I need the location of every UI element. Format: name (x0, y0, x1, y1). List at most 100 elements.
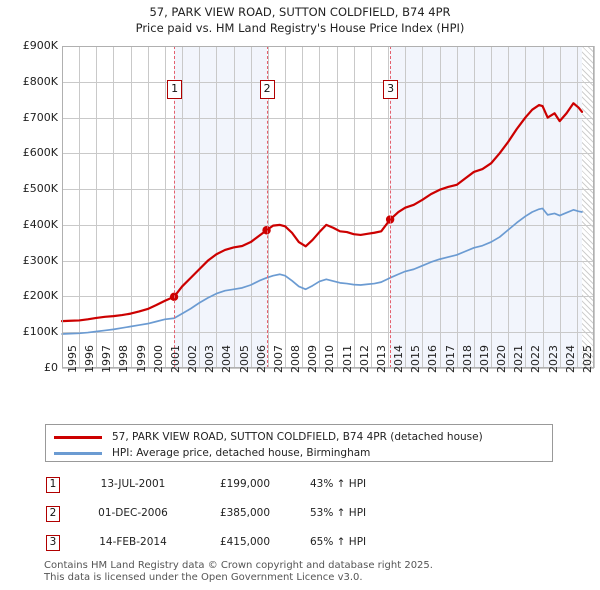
grid-line-vertical (250, 46, 252, 368)
title-line-2: Price paid vs. HM Land Registry's House … (135, 21, 465, 35)
x-axis-tick-label: 2017 (443, 345, 457, 373)
chart-plot-area (60, 46, 595, 369)
legend-item-label: HPI: Average price, detached house, Birm… (112, 447, 371, 459)
x-axis-tick-label: 2008 (289, 345, 303, 373)
x-axis-tick-label: 2012 (357, 345, 371, 373)
legend-color-swatch (54, 452, 102, 455)
grid-line-horizontal (62, 260, 594, 262)
x-axis-tick-label: 2021 (512, 345, 526, 373)
marker-box-3[interactable]: 3 (383, 80, 399, 99)
y-axis-tick-label: £0 (44, 361, 58, 374)
x-axis-tick-label: 2025 (580, 345, 594, 373)
y-axis-tick-label: £400K (22, 217, 58, 231)
x-axis-tick-label: 2011 (340, 345, 354, 373)
legend-color-swatch (54, 436, 102, 439)
x-axis-tick-label: 2023 (546, 345, 560, 373)
series-lines (60, 102, 584, 335)
x-axis-tick-label: 2010 (323, 345, 337, 373)
grid-line-vertical (594, 46, 595, 368)
grid-line-vertical (473, 46, 475, 368)
y-axis-tick-label: £300K (22, 253, 58, 267)
x-axis-tick-label: 2016 (426, 345, 440, 373)
grid-line-vertical (216, 46, 218, 368)
grid-line-vertical (130, 46, 132, 368)
footer-line-2: This data is licensed under the Open Gov… (44, 572, 363, 583)
x-axis-tick-label: 1996 (83, 345, 97, 373)
grid-line-vertical (422, 46, 424, 368)
grid-line-vertical (96, 46, 98, 368)
chart-legend: 57, PARK VIEW ROAD, SUTTON COLDFIELD, B7… (45, 424, 553, 462)
table-cell-price: £385,000 (219, 507, 271, 519)
grid-line-vertical (525, 46, 527, 368)
x-axis-tick-label: 2000 (151, 345, 165, 373)
grid-line-vertical (79, 46, 81, 368)
x-axis-tick-label: 2020 (495, 345, 509, 373)
grid-line-vertical (336, 46, 338, 368)
x-axis-tick-label: 2009 (306, 345, 320, 373)
grid-line-horizontal (62, 368, 594, 369)
table-cell-date: 14-FEB-2014 (99, 536, 167, 548)
x-axis-tick-label: 2013 (374, 345, 388, 373)
x-axis-tick-label: 2014 (392, 345, 406, 373)
grid-line-vertical (542, 46, 544, 368)
table-cell-hpi-delta: 65% ↑ HPI (310, 536, 367, 548)
grid-line-vertical (439, 46, 441, 368)
marker-box-1[interactable]: 1 (167, 80, 183, 99)
series-line (61, 207, 583, 335)
x-axis-tick-label: 2007 (271, 345, 285, 373)
footer-line-1: Contains HM Land Registry data © Crown c… (44, 560, 433, 571)
marker-dashed-line-2 (266, 46, 268, 368)
x-axis-tick-label: 2001 (168, 345, 182, 373)
grid-line-vertical (559, 46, 561, 368)
x-axis-tick-label: 2003 (203, 345, 217, 373)
x-axis-tick-label: 2002 (186, 345, 200, 373)
marker-dashed-line-3 (390, 46, 392, 368)
y-axis-tick-label: £500K (22, 182, 58, 196)
grid-line-vertical (576, 46, 578, 368)
projection-hatch-region (581, 46, 594, 368)
grid-line-horizontal (62, 332, 594, 334)
x-axis-tick-label: 1997 (100, 345, 114, 373)
title-line-1: 57, PARK VIEW ROAD, SUTTON COLDFIELD, B7… (149, 5, 451, 19)
x-axis-tick-label: 1995 (66, 345, 79, 373)
x-axis-tick-label: 2018 (460, 345, 474, 373)
table-cell-hpi-delta: 43% ↑ HPI (310, 478, 367, 490)
grid-line-vertical (199, 46, 201, 368)
y-axis-tick-label: £900K (22, 39, 58, 52)
page-title: 57, PARK VIEW ROAD, SUTTON COLDFIELD, B7… (0, 4, 600, 36)
table-cell-price: £199,000 (219, 478, 271, 490)
series-line (60, 102, 584, 323)
marker-dashed-line-1 (174, 46, 176, 368)
table-cell-hpi-delta: 53% ↑ HPI (310, 507, 367, 519)
x-axis-tick-label: 2005 (237, 345, 251, 373)
grid-line-vertical (456, 46, 458, 368)
grid-line-vertical (353, 46, 355, 368)
grid-line-vertical (147, 46, 149, 368)
grid-line-vertical (370, 46, 372, 368)
marker-box-2[interactable]: 2 (259, 80, 275, 99)
grid-line-vertical (164, 46, 166, 368)
x-axis-tick-label: 2024 (563, 345, 577, 373)
grid-line-vertical (319, 46, 321, 368)
x-axis-tick-label: 2019 (477, 345, 491, 373)
table-cell-date: 13-JUL-2001 (100, 478, 166, 490)
table-row-marker-1[interactable]: 1 (46, 477, 60, 493)
grid-line-horizontal (62, 153, 594, 155)
table-cell-date: 01-DEC-2006 (98, 507, 168, 519)
grid-line-vertical (388, 46, 390, 368)
x-axis-tick-label: 1998 (117, 345, 131, 373)
grid-line-vertical (182, 46, 184, 368)
legend-item-label: 57, PARK VIEW ROAD, SUTTON COLDFIELD, B7… (112, 431, 483, 443)
x-axis-tick-label: 2015 (409, 345, 423, 373)
x-axis-tick-label: 2006 (254, 345, 268, 373)
y-axis-tick-label: £100K (22, 325, 58, 339)
x-axis-tick-label: 1999 (134, 345, 148, 373)
x-axis-tick-label: 2004 (220, 345, 234, 373)
grid-line-horizontal (62, 296, 594, 298)
grid-line-vertical (113, 46, 115, 368)
grid-line-vertical (267, 46, 269, 368)
table-row-marker-2[interactable]: 2 (46, 506, 60, 522)
grid-line-vertical (491, 46, 493, 368)
table-row-marker-3[interactable]: 3 (46, 535, 60, 551)
x-axis-tick-label: 2022 (529, 345, 543, 373)
